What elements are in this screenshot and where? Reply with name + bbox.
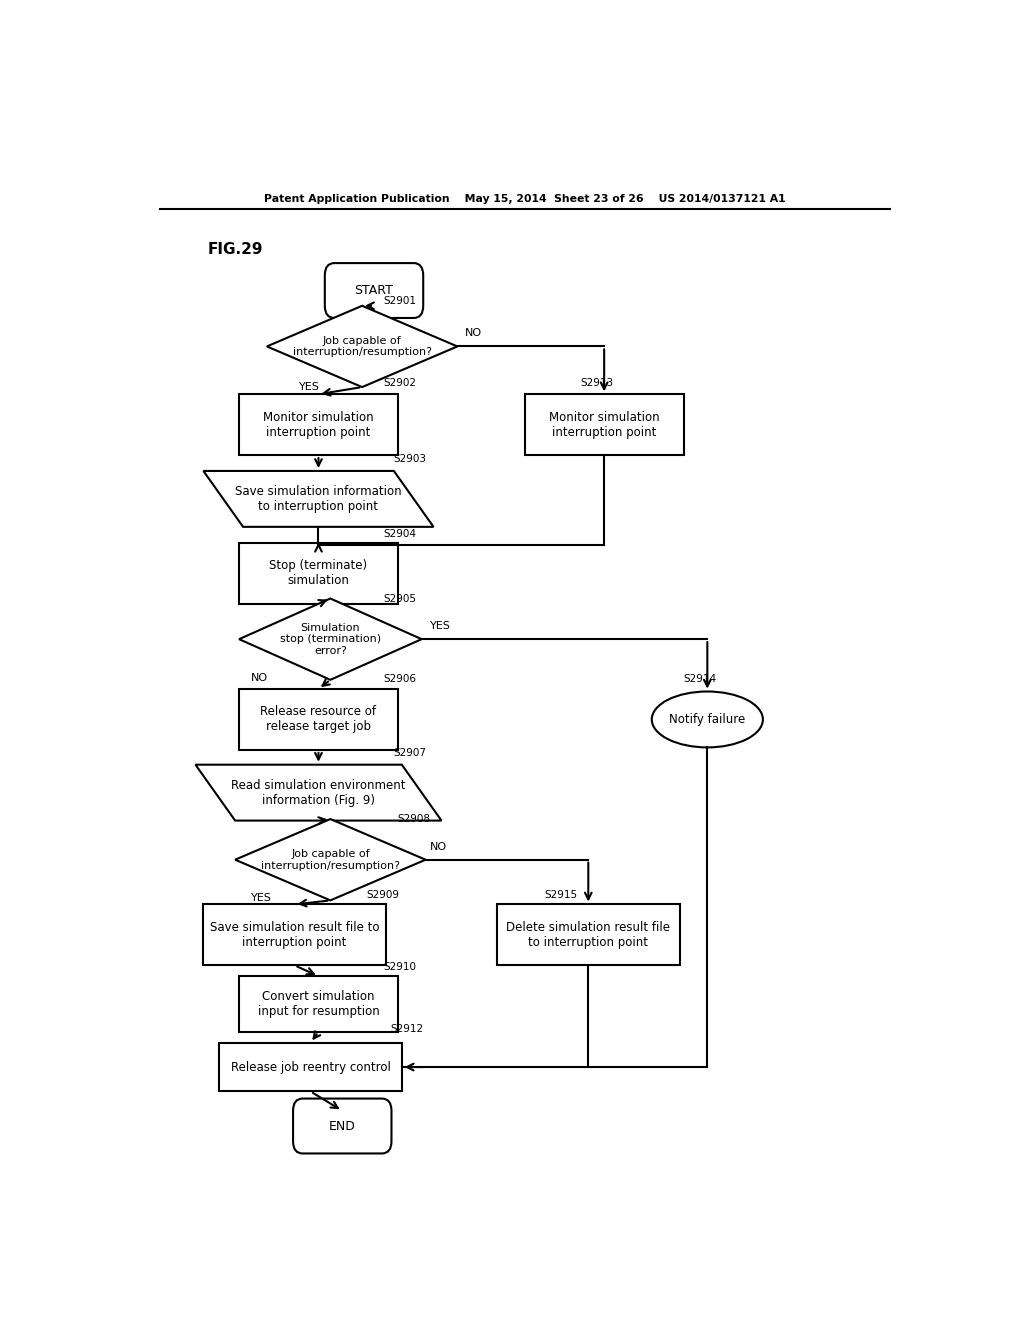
FancyBboxPatch shape <box>293 1098 391 1154</box>
Text: YES: YES <box>251 894 272 903</box>
Text: S2908: S2908 <box>397 814 431 824</box>
Bar <box>239 975 397 1032</box>
Text: Read simulation environment
information (Fig. 9): Read simulation environment information … <box>231 779 406 807</box>
Text: Job capable of
interruption/resumption?: Job capable of interruption/resumption? <box>293 335 431 358</box>
Text: Save simulation result file to
interruption point: Save simulation result file to interrupt… <box>210 921 380 949</box>
Text: START: START <box>354 284 393 297</box>
Text: Monitor simulation
interruption point: Monitor simulation interruption point <box>263 411 374 438</box>
Text: S2912: S2912 <box>390 1023 423 1034</box>
Text: Delete simulation result file
to interruption point: Delete simulation result file to interru… <box>506 921 671 949</box>
Text: END: END <box>329 1119 355 1133</box>
Text: Release resource of
release target job: Release resource of release target job <box>260 705 377 734</box>
Text: NO: NO <box>430 842 446 851</box>
Bar <box>524 395 684 455</box>
Text: S2904: S2904 <box>384 528 417 539</box>
Bar <box>204 904 386 965</box>
Text: YES: YES <box>430 620 451 631</box>
Text: NO: NO <box>251 673 268 682</box>
Polygon shape <box>196 764 441 821</box>
Text: S2909: S2909 <box>367 891 399 900</box>
Text: S2901: S2901 <box>384 296 417 306</box>
Text: S2915: S2915 <box>545 891 578 900</box>
Text: Notify failure: Notify failure <box>670 713 745 726</box>
Bar <box>239 543 397 603</box>
Text: FIG.29: FIG.29 <box>207 243 263 257</box>
Polygon shape <box>240 598 422 680</box>
Text: S2905: S2905 <box>384 594 417 603</box>
Text: Monitor simulation
interruption point: Monitor simulation interruption point <box>549 411 659 438</box>
Bar <box>239 689 397 750</box>
Text: S2906: S2906 <box>384 675 417 684</box>
Text: S2913: S2913 <box>581 378 613 388</box>
Polygon shape <box>267 306 458 387</box>
Polygon shape <box>236 818 426 900</box>
Text: Stop (terminate)
simulation: Stop (terminate) simulation <box>269 560 368 587</box>
Polygon shape <box>204 471 433 527</box>
Text: Convert simulation
input for resumption: Convert simulation input for resumption <box>258 990 379 1018</box>
FancyBboxPatch shape <box>325 263 423 318</box>
Text: Release job reentry control: Release job reentry control <box>230 1060 390 1073</box>
Text: Save simulation information
to interruption point: Save simulation information to interrupt… <box>236 484 401 513</box>
Bar <box>219 1043 401 1092</box>
Text: Simulation
stop (termination)
error?: Simulation stop (termination) error? <box>280 623 381 656</box>
Text: Patent Application Publication    May 15, 2014  Sheet 23 of 26    US 2014/013712: Patent Application Publication May 15, 2… <box>264 194 785 205</box>
Bar <box>497 904 680 965</box>
Text: S2907: S2907 <box>393 748 426 758</box>
Text: S2910: S2910 <box>384 961 417 972</box>
Text: NO: NO <box>465 329 482 338</box>
Text: YES: YES <box>299 383 319 392</box>
Text: S2902: S2902 <box>384 378 417 388</box>
Text: S2914: S2914 <box>684 675 717 684</box>
Ellipse shape <box>651 692 763 747</box>
Text: Job capable of
interruption/resumption?: Job capable of interruption/resumption? <box>261 849 399 870</box>
Text: S2903: S2903 <box>393 454 426 465</box>
Bar <box>239 395 397 455</box>
